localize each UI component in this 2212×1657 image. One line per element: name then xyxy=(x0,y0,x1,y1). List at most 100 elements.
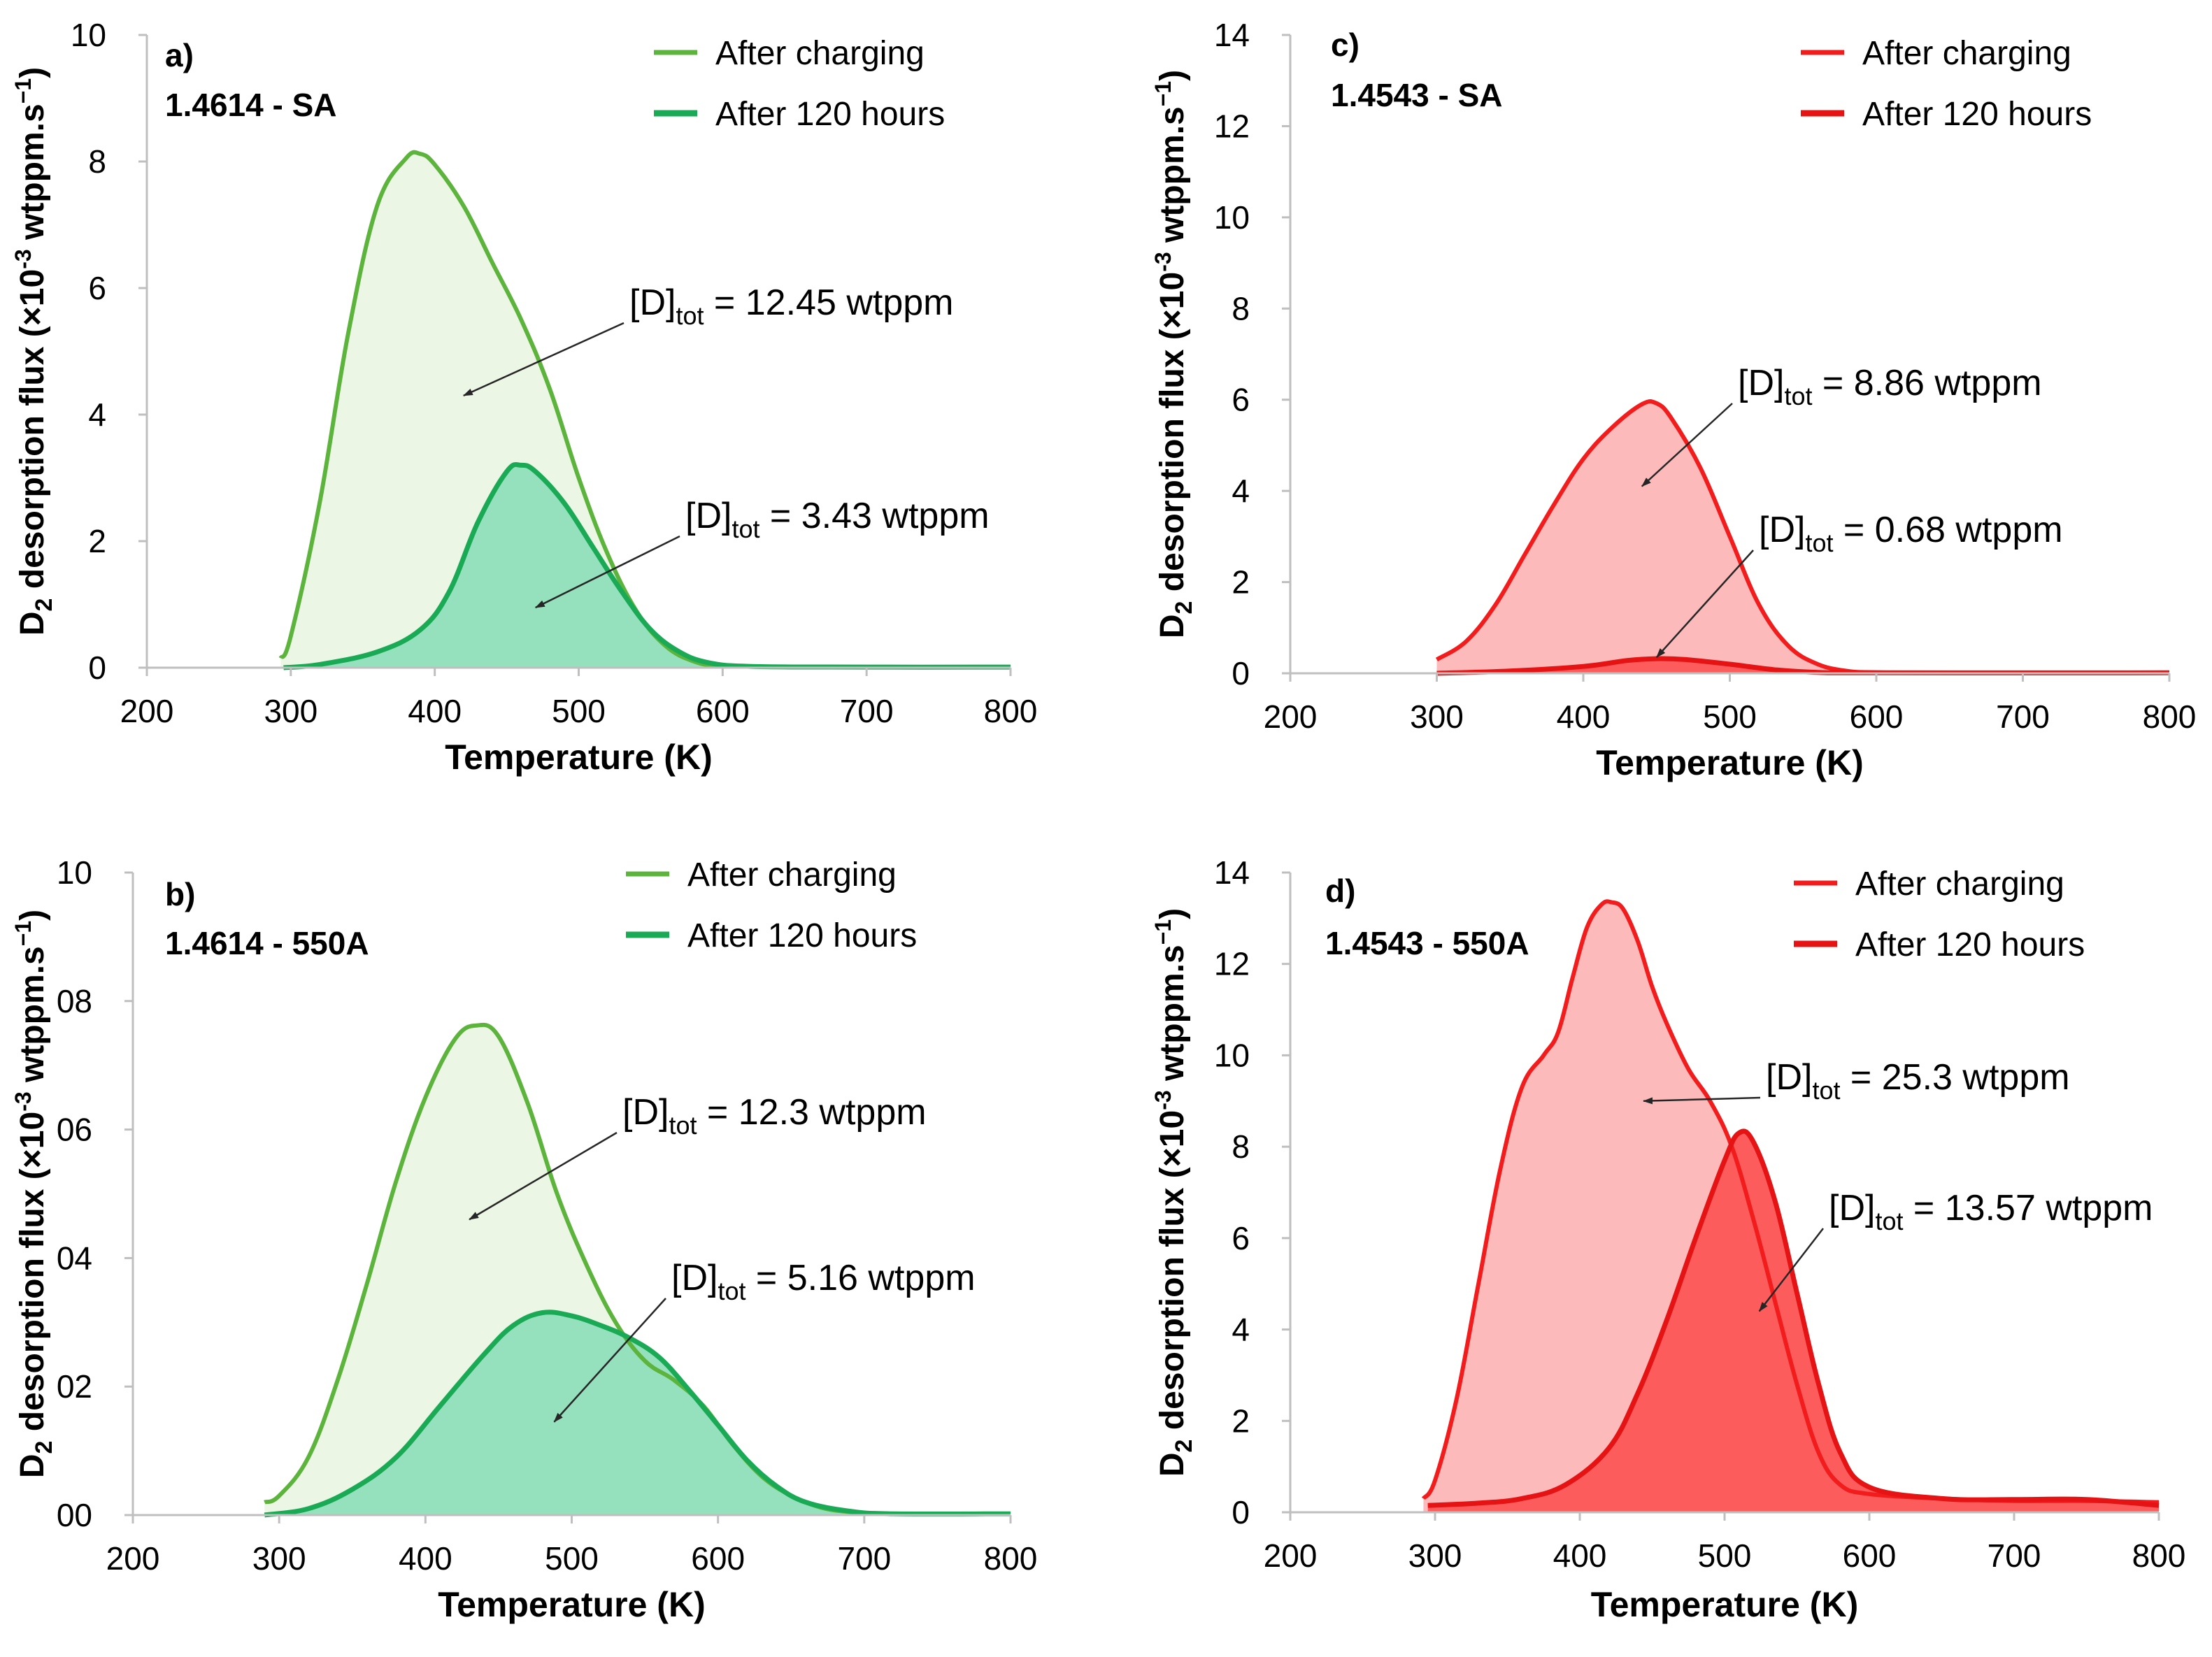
y-tick-label: 0 xyxy=(1232,655,1250,691)
y-tick-label: 2 xyxy=(1232,1403,1250,1439)
y-tick-label: 12 xyxy=(1214,946,1250,982)
x-tick-label: 300 xyxy=(252,1540,306,1577)
x-tick-label: 300 xyxy=(264,693,317,729)
series-area-after-120-hours xyxy=(283,464,1011,668)
annotation-arrow xyxy=(1655,550,1754,659)
panel-label: c) xyxy=(1331,27,1360,63)
y-tick-label: 02 xyxy=(57,1368,92,1405)
annotation-arrow xyxy=(1758,1228,1824,1312)
legend-label: After 120 hours xyxy=(715,96,945,133)
annotation-label: [D]tot = 8.86 wtppm xyxy=(1738,363,2042,410)
x-axis-label: Temperature (K) xyxy=(445,738,712,777)
y-tick-label: 14 xyxy=(1214,854,1250,891)
annotation-label: [D]tot = 25.3 wtppm xyxy=(1766,1057,2070,1105)
series-line-after-120-hours xyxy=(1427,1128,2160,1508)
series-area-after-charging xyxy=(280,152,1011,668)
x-tick-label: 800 xyxy=(984,1540,1038,1577)
panel-label: a) xyxy=(165,37,194,73)
legend-label: After charging xyxy=(687,856,897,894)
annotation-arrow xyxy=(534,535,680,609)
panel-c: 200 300 400 500 600 700 800 0 2 4 6 8 10 12 14 Temperat… xyxy=(1150,17,2196,782)
y-tick-label: 8 xyxy=(1232,1128,1250,1165)
x-tick-label: 700 xyxy=(1996,698,2050,735)
y-tick-label: 6 xyxy=(1232,1220,1250,1256)
y-tick-label: 04 xyxy=(57,1240,92,1276)
y-tick-label: 00 xyxy=(57,1497,92,1533)
annotation-arrow xyxy=(1641,403,1733,487)
x-tick-label: 200 xyxy=(106,1540,160,1577)
y-tick-label: 10 xyxy=(1214,1037,1250,1073)
series-line-after-120-hours xyxy=(283,461,1011,670)
annotation-label: [D]tot = 12.3 wtppm xyxy=(622,1092,927,1140)
x-tick-label: 400 xyxy=(399,1540,452,1577)
x-tick-label: 700 xyxy=(1988,1537,2041,1574)
y-tick-label: 2 xyxy=(88,523,106,559)
y-tick-label: 6 xyxy=(88,270,106,306)
x-tick-label: 800 xyxy=(2143,698,2197,735)
y-tick-label: 10 xyxy=(57,854,92,891)
legend-label: After 120 hours xyxy=(687,917,917,954)
y-tick-label: 4 xyxy=(1232,473,1250,509)
x-tick-label: 600 xyxy=(1843,1537,1897,1574)
y-tick-label: 8 xyxy=(88,143,106,180)
panel-label: d) xyxy=(1325,873,1355,909)
x-tick-label: 600 xyxy=(1850,698,1904,735)
x-tick-label: 300 xyxy=(1408,1537,1462,1574)
y-tick-label: 0 xyxy=(1232,1494,1250,1530)
y-tick-label: 0 xyxy=(88,650,106,686)
y-axis-label: D2 desorption flux (×10-3 wtppm.s−1) xyxy=(1150,70,1197,638)
panel-d: 200 300 400 500 600 700 800 0 2 4 6 8 10 12 14 Temperat… xyxy=(1150,854,2185,1624)
x-tick-label: 200 xyxy=(120,693,174,729)
x-tick-label: 200 xyxy=(1264,698,1318,735)
y-tick-label: 06 xyxy=(57,1112,92,1148)
x-tick-label: 600 xyxy=(691,1540,745,1577)
y-tick-label: 8 xyxy=(1232,290,1250,327)
legend-label: After charging xyxy=(715,35,925,72)
annotation-arrow xyxy=(553,1298,666,1423)
y-tick-label: 2 xyxy=(1232,564,1250,601)
x-tick-label: 700 xyxy=(837,1540,891,1577)
panel-a: 200 300 400 500 600 700 800 0 2 4 6 8 10 Temperature … xyxy=(10,17,1037,777)
x-tick-label: 400 xyxy=(408,693,462,729)
y-tick-label: 4 xyxy=(1232,1312,1250,1348)
x-tick-label: 800 xyxy=(984,693,1038,729)
series-area-after-charging xyxy=(1423,901,2159,1512)
x-tick-label: 400 xyxy=(1557,698,1611,735)
annotation-arrow xyxy=(469,1131,618,1221)
annotation-arrow xyxy=(1643,1096,1761,1105)
series-line-after-charging xyxy=(1421,899,2160,1505)
annotation-label: [D]tot = 12.45 wtppm xyxy=(629,282,953,330)
panel-b: 200 300 400 500 600 700 800 00 02 04 06 08 10 Tempera… xyxy=(10,854,1037,1624)
x-axis-label: Temperature (K) xyxy=(1591,1585,1858,1624)
y-axis-label: D2 desorption flux (×10-3 wtppm.s−1) xyxy=(10,910,57,1478)
legend-label: After 120 hours xyxy=(1855,926,2085,963)
x-tick-label: 800 xyxy=(2132,1537,2186,1574)
x-tick-label: 200 xyxy=(1264,1537,1318,1574)
x-axis-label: Temperature (K) xyxy=(1596,743,1863,782)
y-tick-label: 12 xyxy=(1214,108,1250,144)
x-tick-label: 500 xyxy=(1698,1537,1752,1574)
annotation-label: [D]tot = 5.16 wtppm xyxy=(671,1258,976,1305)
legend-label: After charging xyxy=(1862,35,2071,72)
y-tick-label: 6 xyxy=(1232,382,1250,418)
series-area-after-120-hours xyxy=(264,1312,1011,1515)
y-tick-label: 10 xyxy=(71,17,106,53)
legend-label: After 120 hours xyxy=(1862,96,2092,133)
sample-label: 1.4543 - SA xyxy=(1331,77,1502,113)
x-tick-label: 400 xyxy=(1553,1537,1607,1574)
x-tick-label: 300 xyxy=(1410,698,1464,735)
y-tick-label: 10 xyxy=(1214,199,1250,236)
sample-label: 1.4614 - 550A xyxy=(165,925,369,961)
x-axis-label: Temperature (K) xyxy=(438,1585,705,1624)
y-tick-label: 4 xyxy=(88,396,106,433)
x-tick-label: 500 xyxy=(545,1540,599,1577)
x-tick-label: 600 xyxy=(696,693,750,729)
y-tick-label: 08 xyxy=(57,983,92,1019)
y-axis-label: D2 desorption flux (×10-3 wtppm.s−1) xyxy=(10,67,57,636)
legend-label: After charging xyxy=(1855,866,2064,903)
y-tick-label: 14 xyxy=(1214,17,1250,53)
x-tick-label: 500 xyxy=(552,693,606,729)
annotation-arrow xyxy=(462,322,625,396)
series-area-after-120-hours xyxy=(1427,1131,2159,1512)
annotation-label: [D]tot = 0.68 wtppm xyxy=(1759,510,2063,557)
